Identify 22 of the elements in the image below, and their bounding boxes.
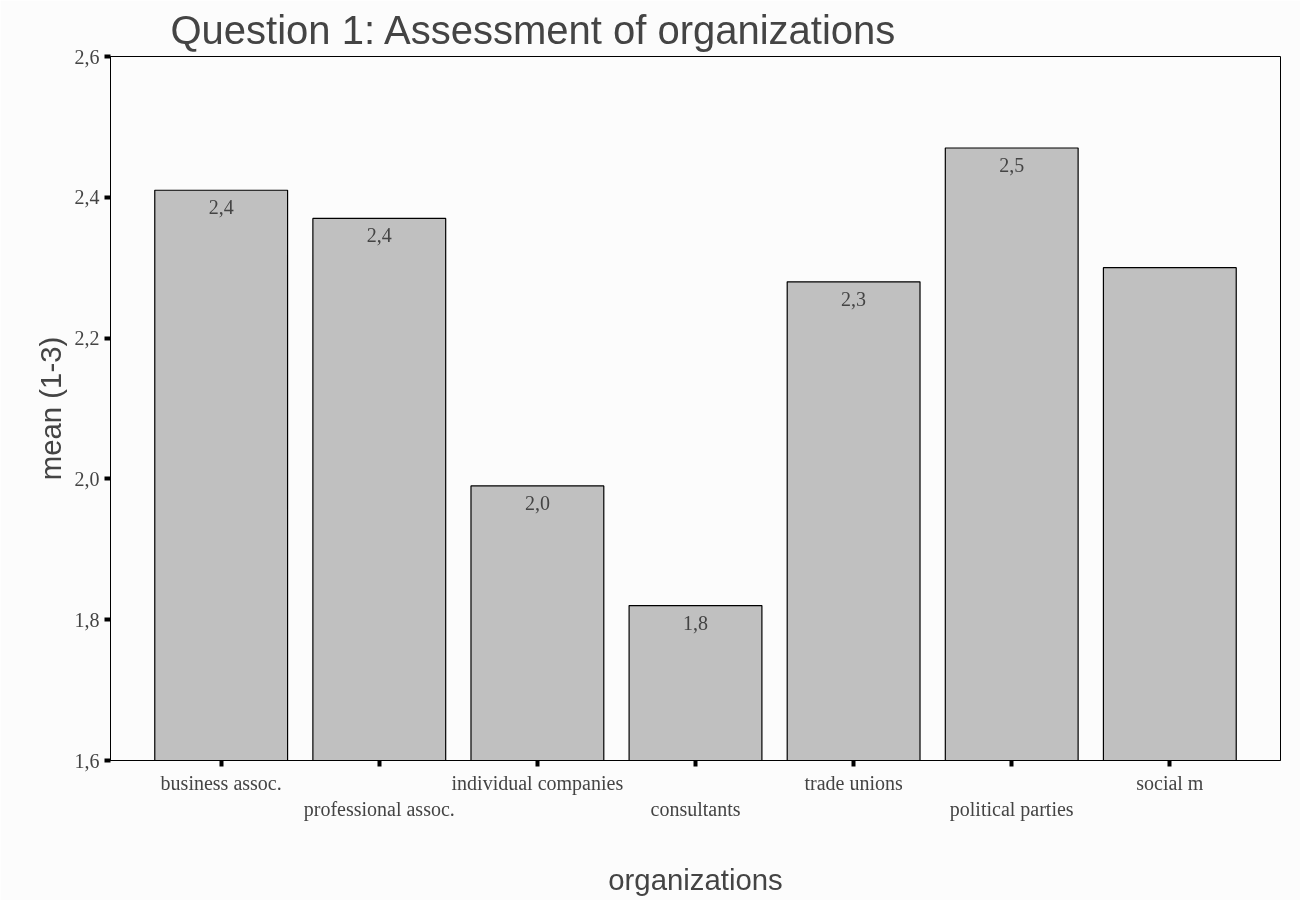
y-tick-label: 2,4 xyxy=(74,186,100,209)
y-axis-title: mean (1-3) xyxy=(33,336,67,481)
data-label: 1,8 xyxy=(683,611,708,634)
chart-title: Question 1: Assessment of organizations xyxy=(170,7,896,52)
data-label: 2,5 xyxy=(999,154,1025,177)
data-label: 2,3 xyxy=(841,287,867,310)
data-label: 2,4 xyxy=(208,196,234,219)
y-tick-label: 2,6 xyxy=(74,45,100,68)
x-tick-label: consultants xyxy=(650,797,741,820)
x-tick-label: business assoc. xyxy=(160,771,282,794)
x-axis-title: organizations xyxy=(608,862,783,896)
y-tick-label: 1,8 xyxy=(74,608,100,631)
data-label: 2,4 xyxy=(366,224,392,247)
y-tick-label: 2,2 xyxy=(74,327,100,350)
data-label: 2,0 xyxy=(524,491,550,514)
y-tick-label: 1,6 xyxy=(74,749,100,772)
y-tick-label: 2,0 xyxy=(74,467,100,490)
x-tick-label: trade unions xyxy=(804,771,903,794)
x-tick-label: political parties xyxy=(949,797,1074,821)
x-tick-label: professional assoc. xyxy=(303,797,455,821)
x-tick-label: individual companies xyxy=(451,771,624,795)
x-tick-label: social m xyxy=(1136,771,1204,794)
